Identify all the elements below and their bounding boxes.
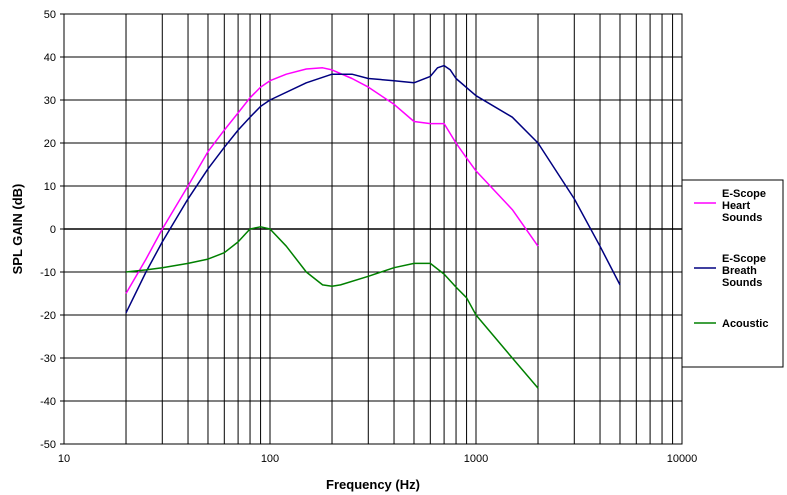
x-axis-title: Frequency (Hz)	[326, 477, 420, 492]
y-axis-tick-labels: -50 -40 -30 -20 -10 0 10 20 30 40 50	[40, 9, 64, 451]
x-tick-label: 10	[58, 453, 70, 465]
y-tick-label: 10	[44, 181, 56, 193]
y-tick-label: 0	[50, 224, 56, 236]
legend-box	[681, 179, 784, 368]
y-tick-label: -10	[40, 267, 56, 279]
series-line-e-scope-heart-sounds	[125, 67, 539, 294]
legend-items: E-Scope Heart Sounds E-Scope Breath Sounds Aco…	[694, 188, 768, 330]
grid-lines	[64, 14, 682, 444]
y-tick-label: -40	[40, 396, 56, 408]
y-tick-label: -30	[40, 353, 56, 365]
legend-label-e-scope-breath-sounds: E-Scope Breath Sounds	[722, 253, 766, 289]
y-tick-label: 20	[44, 138, 56, 150]
legend-label-acoustic: Acoustic	[722, 318, 768, 330]
y-tick-label: -20	[40, 310, 56, 322]
series-line-e-scope-breath-sounds	[125, 64, 621, 314]
x-axis-tick-labels: 10 100 1000 10000	[58, 453, 697, 465]
y-tick-label: 30	[44, 95, 56, 107]
series-line-acoustic	[125, 226, 539, 389]
legend: E-Scope Heart Sounds E-Scope Breath Sounds Aco…	[681, 179, 784, 368]
series-lines	[125, 64, 621, 389]
x-tick-label: 1000	[464, 453, 488, 465]
y-axis-title: SPL GAIN (dB)	[10, 184, 25, 275]
x-tick-label: 100	[261, 453, 279, 465]
y-tick-label: 40	[44, 52, 56, 64]
y-tick-label: -50	[40, 439, 56, 451]
x-tick-label: 10000	[667, 453, 698, 465]
legend-label-e-scope-heart-sounds: E-Scope Heart Sounds	[722, 188, 766, 224]
y-tick-label: 50	[44, 9, 56, 21]
